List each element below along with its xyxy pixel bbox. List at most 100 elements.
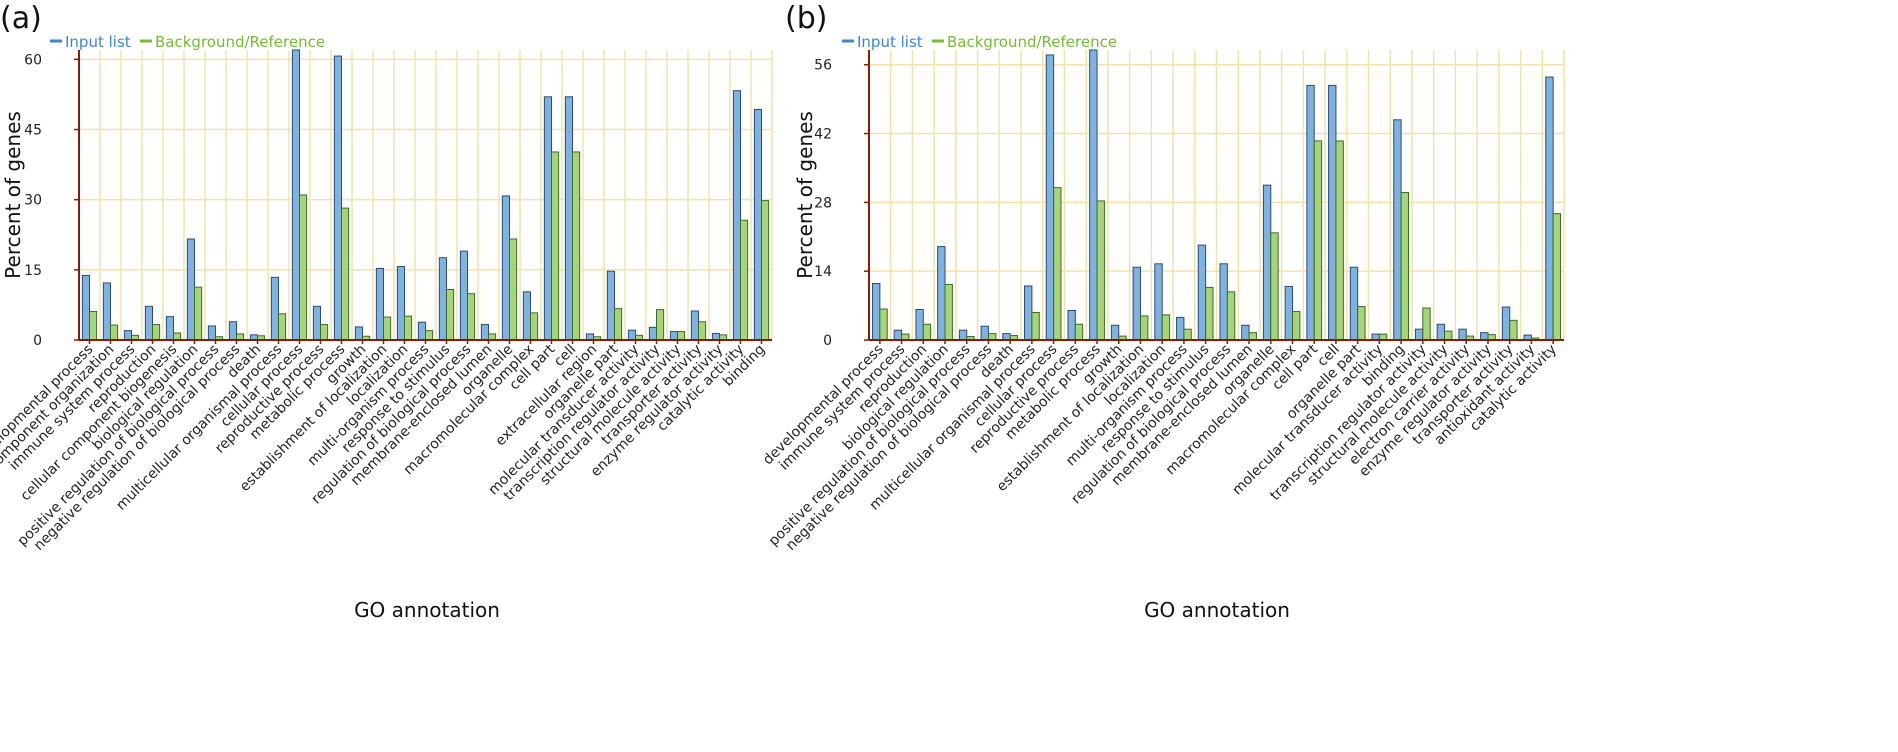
y-tick-label: 30 xyxy=(24,193,42,209)
bar-background-reference xyxy=(1335,140,1344,341)
bar-background-reference xyxy=(341,207,350,341)
bar-background-reference xyxy=(278,313,287,341)
bar-input-list xyxy=(1176,316,1185,341)
bar-background-reference xyxy=(1444,330,1453,341)
legend-label-background-reference: Background/Reference xyxy=(155,33,325,51)
bar-input-list xyxy=(312,305,321,341)
bar-background-reference xyxy=(425,330,434,341)
bar-background-reference xyxy=(551,151,560,341)
panel-label: (b) xyxy=(785,1,827,36)
y-tick-label: 14 xyxy=(814,264,832,280)
bar-background-reference xyxy=(1270,232,1279,341)
bar-input-list xyxy=(1328,84,1337,341)
y-axis-title: Percent of genes xyxy=(1,111,25,279)
bar-input-list xyxy=(207,325,217,341)
bar-input-list xyxy=(333,55,342,341)
bar-background-reference xyxy=(922,323,932,341)
bar-input-list xyxy=(1067,310,1076,341)
bar-input-list xyxy=(291,49,300,341)
bar-input-list xyxy=(732,90,741,341)
bar-background-reference xyxy=(1357,306,1366,341)
bar-input-list xyxy=(354,326,363,341)
bar-input-list xyxy=(1480,332,1489,341)
bar-input-list xyxy=(915,309,924,341)
bar-input-list xyxy=(81,274,91,341)
legend: Input list Background/Reference xyxy=(842,33,1117,51)
bar-background-reference xyxy=(1226,291,1236,341)
bar-background-reference xyxy=(698,321,707,341)
bar-input-list xyxy=(1241,324,1250,341)
legend-label-input-list: Input list xyxy=(65,33,131,51)
bar-background-reference xyxy=(1074,323,1084,341)
x-axis-title: GO annotation xyxy=(1144,598,1290,622)
bar-background-reference xyxy=(530,312,539,341)
bar-input-list xyxy=(501,195,510,341)
x-axis-title: GO annotation xyxy=(354,598,500,622)
bar-background-reference xyxy=(1096,200,1105,341)
y-tick-label: 0 xyxy=(33,333,42,349)
bar-background-reference xyxy=(944,283,953,341)
legend-label-background-reference: Background/Reference xyxy=(947,33,1117,51)
bar-background-reference xyxy=(446,288,455,341)
bar-background-reference xyxy=(152,324,161,341)
bar-input-list xyxy=(375,267,384,341)
bar-input-list xyxy=(1393,119,1402,341)
bar-input-list xyxy=(270,276,279,341)
bar-input-list xyxy=(543,96,552,341)
bar-background-reference xyxy=(299,194,308,341)
bar-input-list xyxy=(1501,306,1511,341)
bar-input-list xyxy=(1436,323,1446,341)
y-tick-label: 56 xyxy=(814,58,832,74)
bar-input-list xyxy=(1262,184,1272,341)
y-axis-title: Percent of genes xyxy=(793,111,817,279)
bar-input-list xyxy=(1458,328,1467,341)
y-tick-label: 45 xyxy=(24,123,42,139)
bar-input-list xyxy=(228,321,238,341)
bar-input-list xyxy=(1219,263,1228,341)
bar-background-reference xyxy=(404,315,413,341)
bar-input-list xyxy=(165,316,175,341)
legend-label-input-list: Input list xyxy=(857,33,923,51)
bar-input-list xyxy=(669,331,678,341)
bar-input-list xyxy=(1414,328,1424,341)
y-tick-label: 42 xyxy=(814,127,832,143)
bar-input-list xyxy=(522,291,531,341)
bar-input-list xyxy=(958,329,968,341)
bar-input-list xyxy=(606,270,615,341)
bar-background-reference xyxy=(1552,213,1562,341)
bar-background-reference xyxy=(614,308,623,341)
bar-input-list xyxy=(459,250,468,341)
bar-input-list xyxy=(144,305,154,341)
bar-background-reference xyxy=(383,316,392,341)
bar-background-reference xyxy=(1422,307,1431,341)
bar-input-list xyxy=(1089,49,1098,341)
bar-background-reference xyxy=(740,219,749,341)
bar-input-list xyxy=(1197,244,1207,341)
bar-input-list xyxy=(893,329,903,341)
bar-input-list xyxy=(980,325,989,341)
bar-background-reference xyxy=(879,308,888,341)
bar-input-list xyxy=(123,330,133,341)
bar-background-reference xyxy=(761,200,770,341)
panel-label: (a) xyxy=(0,1,42,36)
bar-input-list xyxy=(648,326,657,341)
bar-input-list xyxy=(186,238,196,341)
bar-background-reference xyxy=(1205,286,1214,341)
bar-background-reference xyxy=(1161,314,1171,341)
bar-input-list xyxy=(1024,285,1033,341)
y-tick-label: 0 xyxy=(823,333,832,349)
bar-background-reference xyxy=(194,286,203,341)
bar-input-list xyxy=(480,324,489,341)
y-tick-label: 60 xyxy=(24,52,42,68)
bar-input-list xyxy=(438,257,447,341)
bar-background-reference xyxy=(1183,328,1192,341)
bar-input-list xyxy=(1545,76,1554,341)
bar-input-list xyxy=(937,246,946,341)
bar-input-list xyxy=(1349,266,1359,341)
bar-background-reference xyxy=(1400,192,1409,341)
bar-background-reference xyxy=(173,332,182,341)
bar-background-reference xyxy=(1292,310,1301,341)
bar-background-reference xyxy=(509,238,518,341)
bar-input-list xyxy=(1110,324,1120,341)
